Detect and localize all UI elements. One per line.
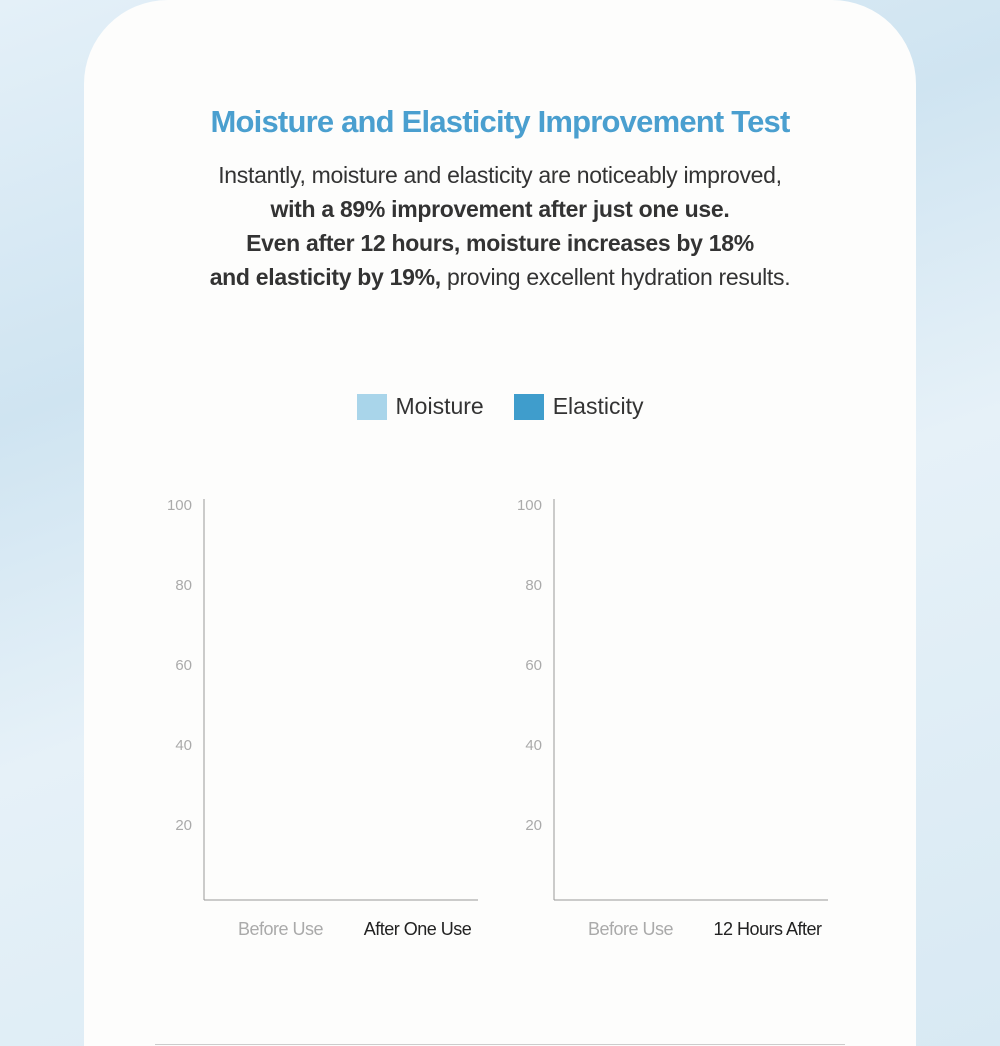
legend-item: Elasticity xyxy=(513,393,644,420)
legend-item: Moisture xyxy=(356,393,484,420)
y-tick-label: 100 xyxy=(167,497,192,514)
description-text: proving excellent hydration results. xyxy=(446,264,791,290)
x-tick-label: Before Use xyxy=(588,919,674,939)
description-line: and elasticity by 19%, proving excellent… xyxy=(0,260,1000,294)
legend-swatch xyxy=(356,393,387,420)
y-tick-label: 60 xyxy=(175,657,192,674)
y-tick-label: 20 xyxy=(525,817,542,834)
description-line: Instantly, moisture and elasticity are n… xyxy=(0,158,1000,192)
y-tick-label: 20 xyxy=(175,817,192,834)
description-text: and elasticity by 19%, xyxy=(209,264,441,290)
y-tick-label: 80 xyxy=(525,577,542,594)
legend-label: Elasticity xyxy=(552,393,644,419)
y-tick-label: 40 xyxy=(175,737,192,754)
description-text: Instantly, moisture and elasticity are n… xyxy=(218,162,782,188)
description-text: Even after 12 hours, moisture increases … xyxy=(246,230,754,256)
divider xyxy=(155,1044,845,1045)
description-text: with a 89% improvement after just one us… xyxy=(270,196,730,222)
legend-label: Moisture xyxy=(395,393,484,419)
x-tick-label: Before Use xyxy=(238,919,324,939)
y-tick-label: 40 xyxy=(525,737,542,754)
description-line: Even after 12 hours, moisture increases … xyxy=(0,226,1000,260)
x-tick-label: 12 Hours After xyxy=(713,919,822,939)
card xyxy=(84,0,916,1046)
title: Moisture and Elasticity Improvement Test xyxy=(210,104,791,139)
description: Instantly, moisture and elasticity are n… xyxy=(0,158,1000,294)
y-tick-label: 100 xyxy=(517,497,542,514)
y-tick-label: 60 xyxy=(525,657,542,674)
y-tick-label: 80 xyxy=(175,577,192,594)
legend: Moisture Elasticity xyxy=(0,393,1000,420)
description-line: with a 89% improvement after just one us… xyxy=(0,192,1000,226)
legend-swatch xyxy=(513,393,544,420)
x-tick-label: After One Use xyxy=(364,919,472,939)
